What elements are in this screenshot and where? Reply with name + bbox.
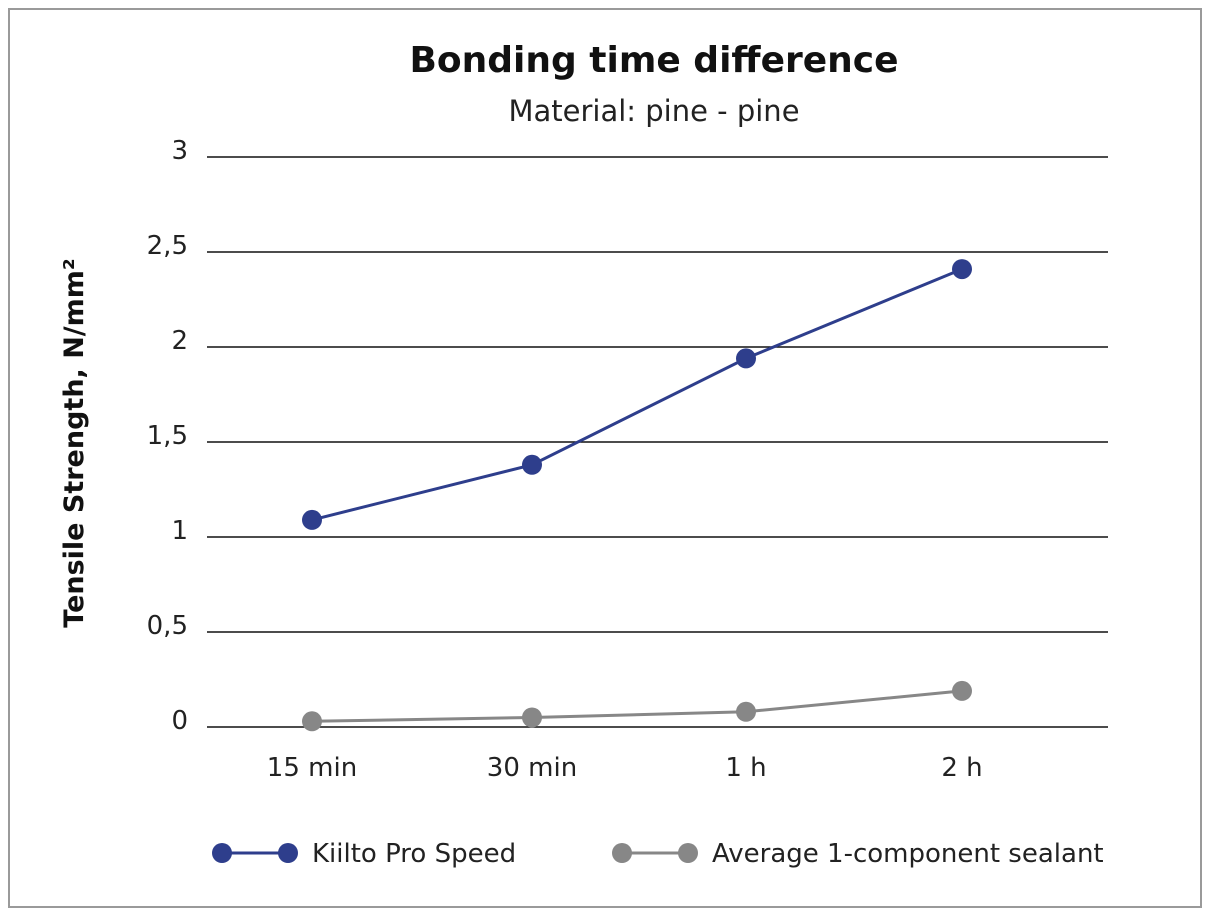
x-tick-label: 30 min — [487, 753, 577, 783]
x-tick-label: 1 h — [725, 753, 766, 783]
data-point-1-2 — [736, 701, 756, 722]
data-point-0-2 — [736, 348, 756, 369]
grid-lines — [207, 156, 1108, 728]
legend: Kiilto Pro Speed Average 1-component seal… — [212, 839, 1104, 869]
legend-marker-0 — [278, 843, 298, 863]
y-tick-label: 2,5 — [147, 231, 188, 261]
data-point-0-3 — [952, 259, 972, 280]
y-tick-label: 3 — [171, 136, 188, 166]
legend-label-0: Kiilto Pro Speed — [312, 839, 516, 869]
y-axis-label: Tensile Strength, N/mm² — [59, 258, 90, 628]
chart-frame — [8, 8, 1202, 908]
x-tick-labels: 15 min 30 min 1 h 2 h — [267, 753, 983, 783]
data-series — [302, 259, 972, 732]
data-point-1-0 — [302, 711, 322, 732]
chart-subtitle: Material: pine - pine — [508, 94, 799, 128]
data-point-1-1 — [522, 707, 542, 728]
legend-label-1: Average 1-component sealant — [712, 839, 1104, 869]
legend-marker-1 — [678, 843, 698, 863]
data-point-1-3 — [952, 680, 972, 701]
x-tick-label: 15 min — [267, 753, 357, 783]
x-tick-label: 2 h — [941, 753, 982, 783]
y-tick-label: 1,5 — [147, 421, 188, 451]
chart-title: Bonding time difference — [409, 40, 898, 81]
series-line-1 — [311, 689, 963, 723]
y-tick-label: 1 — [171, 516, 188, 546]
data-point-0-1 — [522, 454, 542, 475]
y-tick-labels: 0 0,5 1 1,5 2 2,5 3 — [147, 136, 188, 736]
legend-marker-0 — [212, 843, 232, 863]
legend-marker-1 — [612, 843, 632, 863]
data-point-0-0 — [302, 509, 322, 530]
y-tick-label: 2 — [171, 326, 188, 356]
y-tick-label: 0,5 — [147, 611, 188, 641]
series-line-0 — [311, 267, 963, 522]
y-tick-label: 0 — [171, 706, 188, 736]
